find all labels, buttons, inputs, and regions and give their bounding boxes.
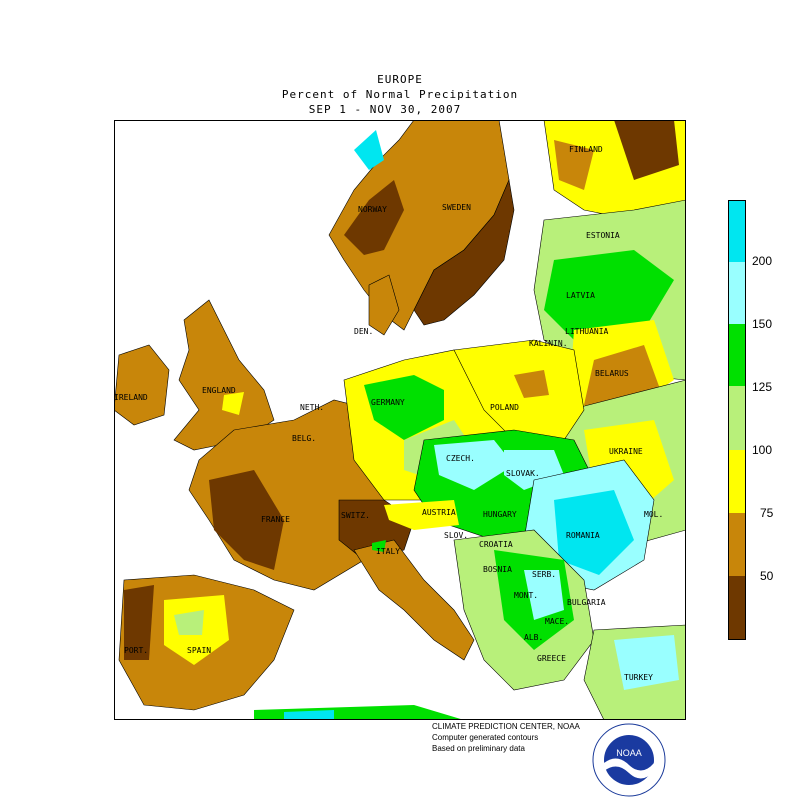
label-norway: NORWAY [358,205,387,214]
legend-bin-200plus [728,200,746,262]
legend-tick-75: 75 [760,506,774,520]
precipitation-map: FINLAND ESTONIA NORWAY SWEDEN LATVIA LIT… [114,120,686,720]
region-north-africa-cyan [284,710,334,720]
label-slovak: SLOVAK. [506,469,540,478]
legend-bin-150-200 [728,262,746,324]
label-sweden: SWEDEN [442,203,471,212]
label-mol: MOL. [644,510,663,519]
region-finland-brown [554,140,594,190]
region-balkans-cyan [524,570,564,620]
legend-bin-100-125 [728,386,746,450]
region-poland-brown [514,370,549,398]
label-ukraine: UKRAINE [609,447,643,456]
region-ireland [114,344,170,426]
region-italy-green [372,540,386,552]
label-belarus: BELARUS [595,369,629,378]
region-romania-cyan [554,490,634,575]
label-bulgaria: BULGARIA [567,598,606,607]
region-norway-cyan [354,130,384,170]
legend-tick-50: 50 [760,569,774,583]
legend-tick-150: 150 [752,317,773,331]
label-lithuania: LITHUANIA [565,327,609,336]
label-mace: MACE. [545,617,569,626]
map-period: SEP 1 - NOV 30, 2007 [308,103,462,116]
legend-bin-50-75 [728,513,746,576]
region-england-yellow [222,392,244,415]
label-latvia: LATVIA [566,291,595,300]
label-italy: ITALY [376,547,400,556]
label-alb: ALB. [524,633,543,642]
legend-frame [728,200,746,640]
label-switz: SWITZ. [341,511,370,520]
label-belg: BELG. [292,434,316,443]
label-den: DEN. [354,327,373,336]
legend-bin-below-50 [728,576,746,640]
region-finland-dark [614,120,679,180]
legend-colorbar [728,200,746,640]
label-croatia: CROATIA [479,540,513,549]
label-neth: NETH. [300,403,324,412]
land-regions [114,120,686,720]
legend-tick-100: 100 [752,443,773,457]
region-austria-yellow [384,500,459,530]
map-frame [114,120,686,720]
region-denmark [368,274,400,336]
legend-tick-125: 125 [752,380,773,394]
legend-tick-200: 200 [752,254,773,268]
region-baltics-green [544,250,674,340]
noaa-logo: NOAA [592,723,666,797]
map-title: EUROPE [377,73,423,86]
label-poland: POLAND [490,403,519,412]
label-france: FRANCE [261,515,290,524]
label-greece: GREECE [537,654,566,663]
label-serb: SERB. [532,570,556,579]
label-turkey: TURKEY [624,673,653,682]
region-spain-green [174,610,204,635]
country-labels: FINLAND ESTONIA NORWAY SWEDEN LATVIA LIT… [114,145,663,682]
label-romania: ROMANIA [566,531,600,540]
label-spain: SPAIN [187,646,211,655]
region-sweden-dark [413,178,515,326]
legend-bin-125-150 [728,324,746,386]
region-france-dark [209,470,284,570]
label-estonia: ESTONIA [586,231,620,240]
label-port: PORT. [124,646,148,655]
label-austria: AUSTRIA [422,508,456,517]
label-finland: FINLAND [569,145,603,154]
region-germany-green [364,375,444,440]
map-subtitle: Percent of Normal Precipitation [281,88,519,101]
label-ireland: IRELAND [114,393,148,402]
region-norway-dark [344,180,404,255]
credit-line2: Computer generated contours [432,733,539,742]
label-hungary: HUNGARY [483,510,517,519]
label-mont: MONT. [514,591,538,600]
credit-line1: CLIMATE PREDICTION CENTER, NOAA [432,722,580,731]
label-germany: GERMANY [371,398,405,407]
label-czech: CZECH. [446,454,475,463]
region-czech-lightcyan [434,440,514,490]
label-england: ENGLAND [202,386,236,395]
legend-bin-75-100 [728,450,746,513]
label-kalinin: KALININ. [529,339,568,348]
region-spain-dark [124,585,154,660]
credit-line3: Based on preliminary data [432,744,525,753]
region-poland [453,339,585,441]
region-turkey-cyan [614,635,679,690]
region-italy [353,539,475,661]
noaa-logo-text: NOAA [616,748,642,758]
label-slov: SLOV. [444,531,468,540]
label-bosnia: BOSNIA [483,565,512,574]
